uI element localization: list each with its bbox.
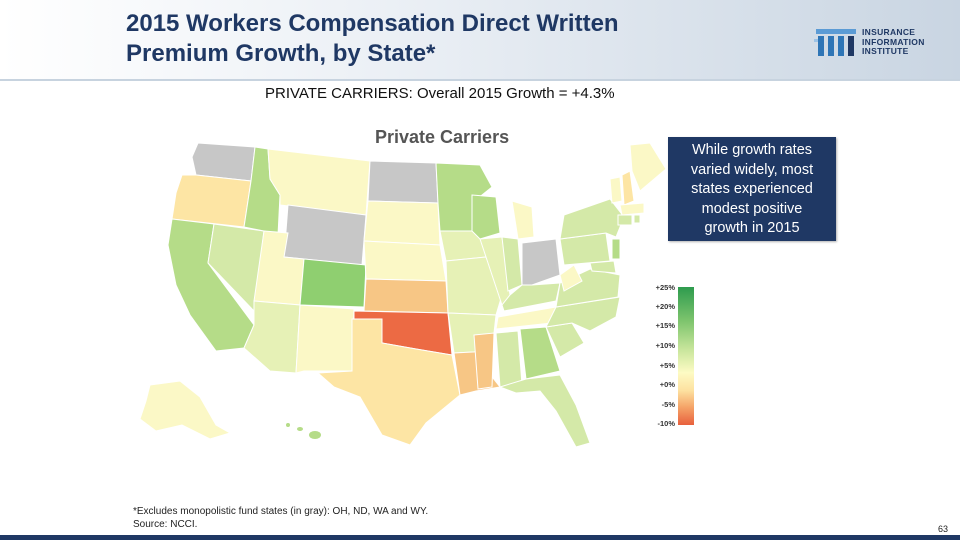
state-wy bbox=[283, 204, 367, 266]
state-fl bbox=[498, 374, 591, 448]
state-wi bbox=[471, 194, 501, 240]
state-ne bbox=[363, 240, 447, 282]
state-ky bbox=[501, 282, 561, 312]
state-sd bbox=[363, 200, 441, 246]
state-ga bbox=[519, 326, 561, 380]
callout-line: growth in 2015 bbox=[704, 220, 800, 236]
state-ma bbox=[619, 202, 645, 216]
state-md bbox=[589, 260, 617, 274]
us-states-map bbox=[139, 142, 667, 448]
state-mi bbox=[511, 200, 535, 240]
callout-box: While growth rates varied widely, most s… bbox=[668, 137, 836, 241]
state-mt bbox=[267, 148, 371, 216]
state-oh bbox=[521, 238, 561, 286]
legend-label: +0% bbox=[659, 380, 675, 389]
legend-label: +10% bbox=[655, 341, 675, 350]
state-az bbox=[243, 300, 301, 374]
slide-title-line1: 2015 Workers Compensation Direct Written bbox=[126, 10, 619, 37]
title-band bbox=[0, 0, 960, 80]
callout-line: varied widely, most bbox=[690, 161, 814, 178]
title-divider bbox=[0, 79, 960, 81]
legend-label: +20% bbox=[655, 302, 675, 311]
state-nj bbox=[611, 238, 621, 260]
state-or bbox=[171, 174, 252, 228]
slide-title: 2015 Workers Compensation Direct Written… bbox=[126, 9, 766, 69]
state-nh bbox=[621, 170, 635, 206]
bottom-bar bbox=[0, 535, 960, 540]
state-nd bbox=[367, 160, 439, 204]
state-ak bbox=[139, 380, 232, 440]
state-me bbox=[629, 142, 667, 192]
map-title: Private Carriers bbox=[375, 127, 510, 147]
state-nc bbox=[545, 296, 621, 332]
state-wv bbox=[559, 264, 583, 292]
callout-line: modest positive bbox=[701, 200, 803, 217]
callout-line: While growth rates bbox=[691, 142, 813, 158]
slide-title-line2: Premium Growth, by State* bbox=[126, 40, 436, 67]
state-ri bbox=[633, 214, 641, 224]
footnote: *Excludes monopolistic fund states (in g… bbox=[133, 505, 428, 531]
iii-logo-text: INSURANCE INFORMATION INSTITUTE bbox=[862, 27, 925, 56]
state-hi bbox=[309, 431, 321, 439]
state-hi-island2 bbox=[297, 427, 303, 431]
state-nm bbox=[295, 304, 355, 374]
legend-color-scale bbox=[678, 287, 694, 425]
state-ny bbox=[559, 198, 625, 240]
state-ks bbox=[363, 278, 449, 314]
state-ms bbox=[473, 332, 495, 390]
state-al bbox=[495, 330, 523, 388]
legend-label: +25% bbox=[655, 283, 675, 292]
subtitle: PRIVATE CARRIERS: Overall 2015 Growth = … bbox=[265, 85, 615, 102]
state-co bbox=[299, 258, 367, 308]
callout-line: states experienced bbox=[691, 181, 813, 197]
footnote-source: Source: NCCI. bbox=[133, 519, 198, 530]
legend-label: +5% bbox=[659, 361, 675, 370]
state-hi-island3 bbox=[286, 423, 290, 427]
legend-label: +15% bbox=[655, 321, 675, 330]
page-number: 63 bbox=[938, 524, 949, 534]
iii-logo: INSURANCE INFORMATION INSTITUTE bbox=[814, 25, 949, 59]
legend-label: -5% bbox=[661, 400, 675, 409]
iii-logo-icon bbox=[814, 29, 856, 56]
state-tx bbox=[316, 318, 461, 446]
state-mo bbox=[445, 256, 503, 316]
state-vt bbox=[609, 176, 623, 204]
legend-label: -10% bbox=[657, 419, 675, 428]
state-ct bbox=[617, 214, 633, 226]
footnote-exclusions: *Excludes monopolistic fund states (in g… bbox=[133, 506, 429, 517]
